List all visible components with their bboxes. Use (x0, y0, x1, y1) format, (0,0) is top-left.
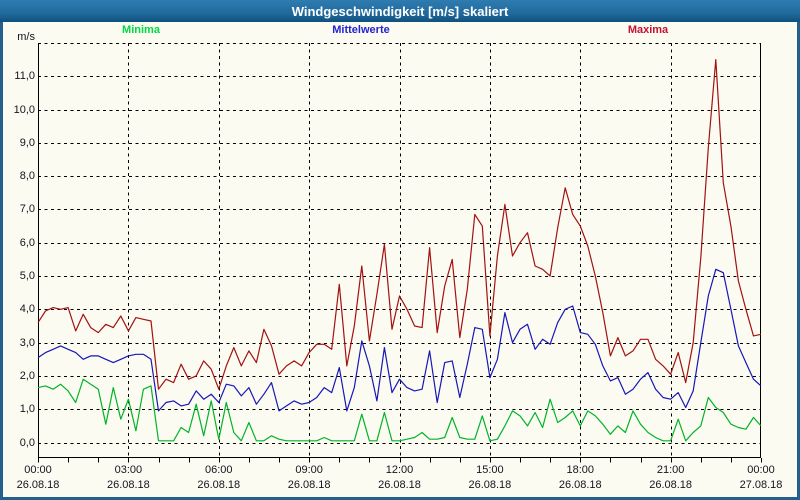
y-axis-tick-label: 4,0 (19, 303, 35, 316)
x-axis-date-label: 26.08.18 (16, 479, 60, 491)
series-mittelwerte-line (37, 268, 762, 412)
x-axis-time-label: 09:00 (295, 464, 323, 476)
legend-item-minima: Minima (122, 24, 160, 36)
x-axis-date-label: 26.08.18 (106, 479, 150, 491)
plot-area[interactable] (37, 42, 762, 466)
x-axis-time-label: 15:00 (476, 464, 504, 476)
y-axis-tick-label: 6,0 (19, 236, 35, 249)
y-axis-tick-label: 3,0 (19, 336, 35, 349)
x-axis-date-label: 26.08.18 (468, 479, 512, 491)
x-axis-date-label: 26.08.18 (287, 479, 331, 491)
x-axis-time-label: 21:00 (656, 464, 685, 476)
x-axis-date-label: 26.08.18 (378, 479, 421, 491)
x-axis-date-label: 26.08.18 (649, 479, 693, 491)
x-axis-time-label: 00:00 (747, 464, 775, 476)
y-axis-tick-label: 0,0 (19, 436, 35, 449)
x-axis-time-label: 12:00 (385, 464, 414, 476)
y-axis-tick-label: 9,0 (19, 136, 35, 149)
legend-item-maxima: Maxima (627, 24, 669, 36)
series-maxima-line (37, 59, 762, 390)
series-minima-line (37, 378, 762, 442)
chart-content: Minima Mittelwerte Maxima m/s 0,0 1,0 2,0 3,0… (3, 22, 797, 497)
y-axis-tick-label: 5,0 (19, 270, 35, 282)
x-axis-date-label: 26.08.18 (558, 479, 602, 491)
y-axis-tick-label: 10,0 (13, 103, 35, 116)
x-axis-time-label: 03:00 (114, 464, 143, 476)
y-axis-unit-label: m/s (17, 30, 35, 43)
x-axis-time-label: 18:00 (566, 464, 595, 476)
x-axis-date-label: 26.08.18 (197, 479, 241, 491)
titlebar: Windgeschwindigkeit [m/s] skaliert (0, 0, 800, 22)
y-axis-tick-label: 7,0 (19, 203, 35, 216)
x-axis-date-label: 27.08.18 (739, 479, 783, 491)
x-axis-time-label: 06:00 (204, 464, 233, 476)
y-axis-tick-label: 11,0 (14, 70, 35, 83)
y-axis-tick-label: 1,0 (19, 403, 35, 416)
x-axis-time-label: 00:00 (24, 464, 52, 476)
window-title: Windgeschwindigkeit [m/s] skaliert (291, 3, 509, 19)
legend-item-mittelwerte: Mittelwerte (332, 24, 390, 36)
y-axis-tick-label: 2,0 (19, 369, 35, 382)
y-axis-tick-label: 8,0 (19, 170, 35, 183)
